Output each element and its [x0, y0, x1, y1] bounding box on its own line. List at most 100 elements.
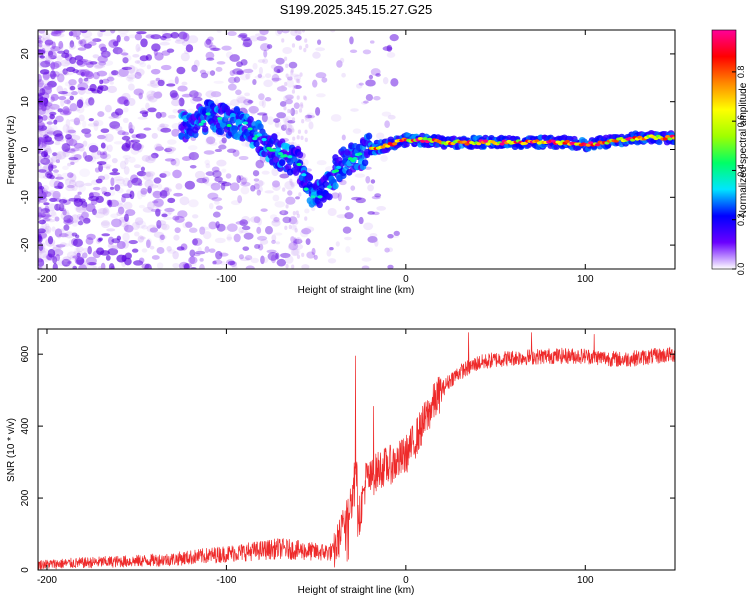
- spectrogram-cell: [162, 33, 173, 39]
- spectrogram-cell: [254, 75, 266, 79]
- spectrogram-cell: [44, 216, 52, 222]
- spectrogram-cell: [170, 159, 177, 166]
- spectrogram-cell: [306, 114, 316, 119]
- spectrogram-cell: [238, 155, 249, 161]
- spectrogram-cell: [57, 231, 63, 237]
- spectrogram-cell: [38, 114, 44, 124]
- spectrogram-cell: [386, 44, 393, 52]
- spectrogram-cell: [83, 73, 93, 80]
- spectrogram-cell: [138, 204, 146, 209]
- spectrogram-cell: [82, 151, 87, 159]
- colorbar: 0.0 0.2 0.4 0.6 0.8 Normalized spectral ampl…: [711, 29, 749, 275]
- spectrogram-cell: [114, 125, 123, 132]
- spectrogram-ridge-cell: [252, 136, 258, 141]
- spectrogram-cell: [55, 153, 62, 161]
- spectrogram-cell: [370, 68, 381, 76]
- spectrogram-cell: [343, 236, 352, 241]
- spectrogram-cell: [301, 228, 312, 235]
- spectrogram-cell: [100, 155, 108, 163]
- spectrogram-cell: [299, 102, 304, 107]
- spectrogram-cell: [140, 166, 146, 172]
- spectrogram-cell: [178, 97, 185, 107]
- spectrogram-cell: [75, 206, 87, 211]
- spectrogram-cell: [73, 117, 81, 126]
- spectrogram-cell: [315, 107, 321, 116]
- spectrogram-cell: [143, 127, 152, 131]
- spectrogram-cell: [193, 59, 200, 68]
- spectrogram-cell: [274, 201, 286, 208]
- spectrogram-cell: [284, 225, 288, 231]
- spectrogram-cell: [38, 78, 44, 88]
- spectrogram-cell: [236, 95, 247, 104]
- spectrogram-cell: [150, 208, 162, 213]
- spectrogram-cell: [152, 190, 162, 199]
- spectrogram-cell: [98, 43, 106, 50]
- spectrogram-cell: [62, 256, 72, 263]
- spectrogram-cell: [210, 91, 222, 98]
- spectrogram-cell: [156, 219, 162, 229]
- spectrogram-cell: [82, 140, 88, 147]
- spectrogram-cell: [349, 49, 358, 54]
- spectrogram-cell: [40, 60, 51, 68]
- spectrogram-cell: [38, 215, 43, 224]
- spectrogram-cell: [77, 87, 86, 91]
- spectrogram-cell: [48, 50, 54, 57]
- spectrogram-cell: [167, 79, 176, 89]
- spectrogram-cell: [56, 232, 62, 239]
- spectrogram-cell: [376, 206, 387, 211]
- spectrogram-cell: [79, 69, 90, 77]
- spectrogram-cell: [243, 98, 253, 106]
- spectrogram-cell: [61, 258, 71, 267]
- spectrogram-cell: [96, 70, 108, 77]
- spectrogram-cell: [76, 99, 84, 109]
- spectrogram-cell: [291, 237, 295, 242]
- spectrogram-cell: [51, 226, 56, 232]
- spectrogram-cell: [100, 221, 110, 226]
- spectrogram-cell: [188, 151, 199, 161]
- spectrogram-cell: [203, 231, 212, 240]
- spectrogram-cell: [135, 90, 144, 97]
- spectrogram-cell: [91, 37, 98, 44]
- spectrogram-cell: [77, 47, 87, 51]
- spectrogram-cell: [349, 36, 354, 45]
- spectrogram-cell: [38, 137, 41, 147]
- spectrogram-cell: [260, 239, 269, 245]
- spectrogram-cell: [109, 81, 114, 85]
- spectrogram-cell: [290, 70, 294, 75]
- spectrogram-cell: [257, 112, 268, 116]
- spectrogram-cell: [345, 246, 351, 253]
- spectrogram-cell: [101, 50, 111, 58]
- spectrogram-cell: [69, 103, 78, 112]
- spectrogram-cell: [55, 254, 61, 262]
- spectrogram-cell: [191, 214, 199, 219]
- spectrogram-cell: [38, 169, 47, 179]
- spectrogram-cell: [304, 129, 308, 134]
- spectrogram-cell: [191, 262, 197, 267]
- spectrogram-cell: [282, 115, 293, 125]
- spectrogram-cell: [146, 238, 153, 247]
- spectrogram-cell: [67, 184, 75, 189]
- spectrogram-cell: [78, 39, 83, 47]
- spectrogram-cell: [374, 193, 382, 198]
- spectrogram-cell: [72, 255, 80, 259]
- spectrogram-x-ticks: -200 -100 0 100: [37, 30, 594, 285]
- spectrogram-cell: [110, 177, 115, 187]
- spectrogram-cell: [111, 200, 123, 206]
- spectrogram-cell: [205, 38, 212, 45]
- spectrogram-cell: [82, 101, 90, 108]
- spectrogram-cell: [52, 190, 61, 200]
- spectrogram-cell: [387, 264, 394, 269]
- spectrogram-cell: [212, 260, 217, 265]
- spectrogram-cell: [164, 187, 170, 192]
- colorbar-tick-label: 0.2: [736, 213, 746, 226]
- spectrogram-cell: [68, 31, 74, 37]
- spectrogram-cell: [275, 241, 281, 245]
- spectrogram-cell: [63, 243, 70, 247]
- spectrogram-cell: [233, 105, 241, 113]
- spectrogram-cell: [370, 179, 376, 184]
- spectrogram-cell: [114, 108, 124, 116]
- spectrogram-ridge-cell: [336, 165, 342, 169]
- spectrogram-cell: [214, 148, 223, 153]
- spectrogram-cell: [53, 119, 58, 125]
- spectrogram-cell: [58, 199, 68, 204]
